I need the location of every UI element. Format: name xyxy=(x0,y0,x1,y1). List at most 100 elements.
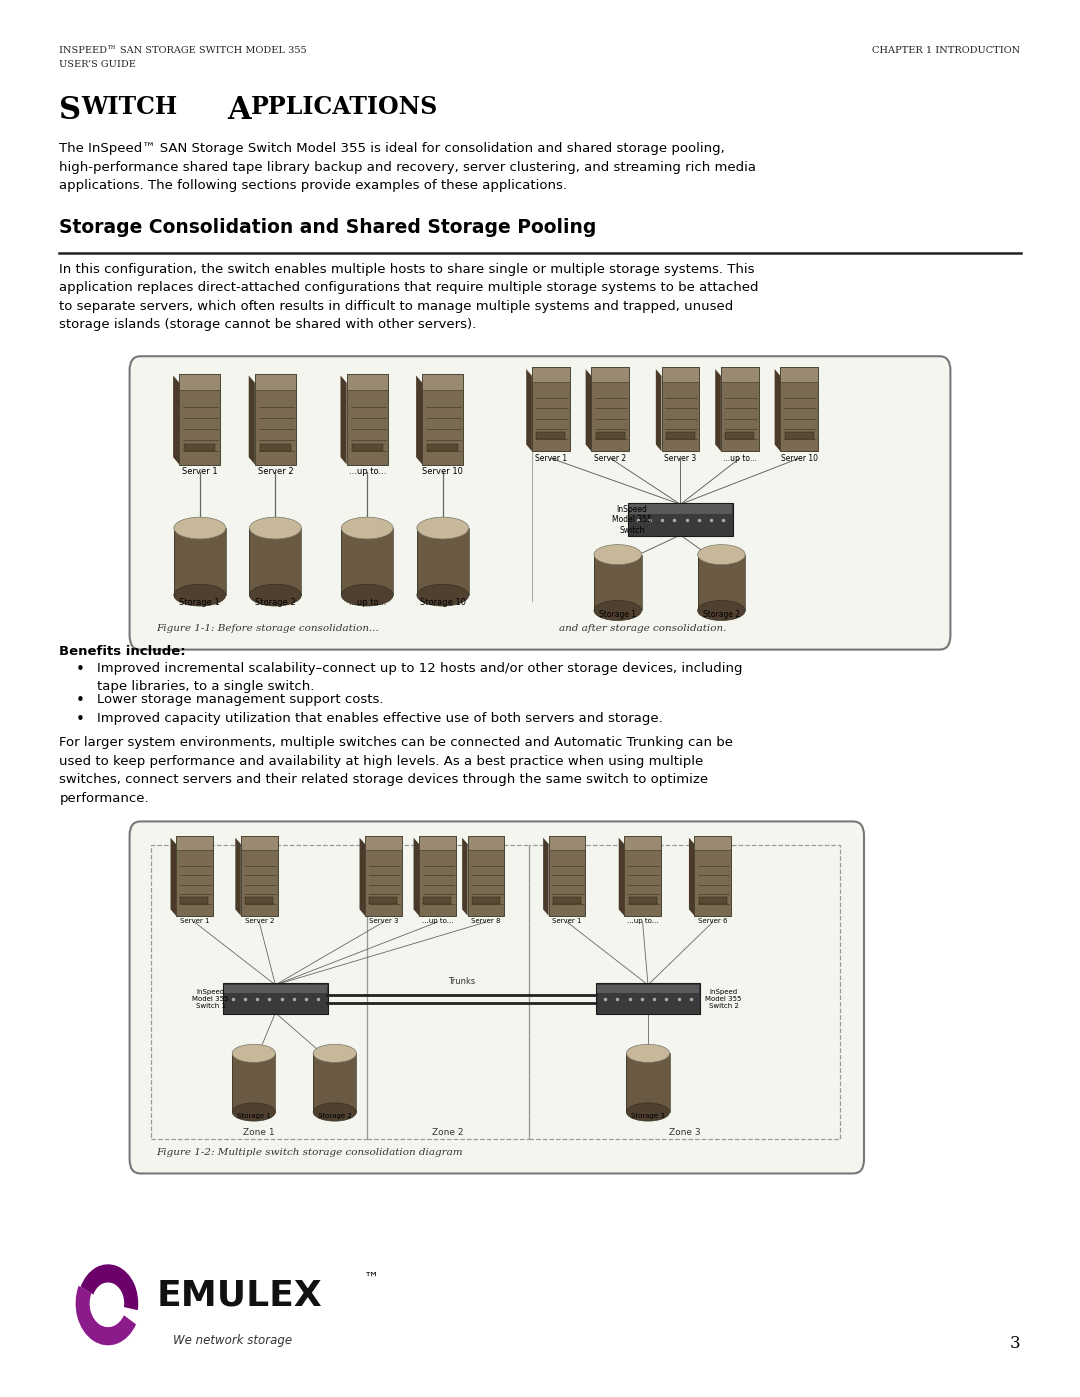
Polygon shape xyxy=(173,376,179,464)
Bar xyxy=(255,374,296,464)
Bar xyxy=(666,432,694,439)
Text: Server 2: Server 2 xyxy=(258,467,293,475)
Text: Improved capacity utilization that enables effective use of both servers and sto: Improved capacity utilization that enabl… xyxy=(97,712,663,725)
Text: Storage Consolidation and Shared Storage Pooling: Storage Consolidation and Shared Storage… xyxy=(59,218,597,237)
Bar xyxy=(694,835,731,851)
Text: •: • xyxy=(76,662,84,678)
Text: CHAPTER 1 INTRODUCTION: CHAPTER 1 INTRODUCTION xyxy=(873,46,1021,54)
Text: ™: ™ xyxy=(364,1271,379,1285)
Bar xyxy=(365,835,402,851)
Bar xyxy=(369,897,397,904)
Text: INSPEED™ SAN STORAGE SWITCH MODEL 355: INSPEED™ SAN STORAGE SWITCH MODEL 355 xyxy=(59,46,307,54)
Text: Server 3: Server 3 xyxy=(368,918,399,923)
Ellipse shape xyxy=(249,517,301,539)
Text: Server 8: Server 8 xyxy=(471,918,501,923)
Text: Storage 1: Storage 1 xyxy=(237,1113,271,1119)
Wedge shape xyxy=(81,1264,138,1310)
Bar xyxy=(179,374,220,390)
Bar xyxy=(553,897,581,904)
Bar xyxy=(179,374,220,464)
Bar xyxy=(352,444,382,451)
Bar xyxy=(472,897,500,904)
Bar xyxy=(596,432,624,439)
FancyBboxPatch shape xyxy=(629,503,732,536)
Bar xyxy=(549,835,585,851)
Bar xyxy=(419,835,456,916)
Polygon shape xyxy=(360,838,365,916)
Ellipse shape xyxy=(174,584,226,606)
Text: InSpeed
Model 355
Switch: InSpeed Model 355 Switch xyxy=(611,504,652,535)
Bar xyxy=(174,528,226,595)
Text: ...up to...: ...up to... xyxy=(349,467,386,475)
Bar xyxy=(629,504,732,514)
Text: InSpeed
Model 355
Switch 2: InSpeed Model 355 Switch 2 xyxy=(705,989,742,1009)
Ellipse shape xyxy=(313,1045,356,1062)
Bar xyxy=(594,555,642,610)
Bar xyxy=(241,835,278,916)
Bar xyxy=(468,835,504,916)
Polygon shape xyxy=(414,838,419,916)
Bar xyxy=(241,835,278,851)
Text: InSpeed
Model 355
Switch 1: InSpeed Model 355 Switch 1 xyxy=(192,989,229,1009)
Bar xyxy=(255,374,296,390)
Text: Server 1: Server 1 xyxy=(552,918,582,923)
Ellipse shape xyxy=(417,517,469,539)
Bar xyxy=(260,444,291,451)
Bar xyxy=(624,835,661,851)
Bar xyxy=(341,528,393,595)
Bar xyxy=(537,432,565,439)
Text: Server 1: Server 1 xyxy=(183,467,217,475)
Ellipse shape xyxy=(698,601,745,620)
Text: Storage 2: Storage 2 xyxy=(703,610,740,619)
Bar xyxy=(417,528,469,595)
Bar xyxy=(422,374,463,390)
Polygon shape xyxy=(171,838,176,916)
Text: PPLICATIONS: PPLICATIONS xyxy=(251,95,437,119)
Text: Figure 1-1: Before storage consolidation...: Figure 1-1: Before storage consolidation… xyxy=(157,624,379,633)
Text: Benefits include:: Benefits include: xyxy=(59,645,186,658)
Polygon shape xyxy=(416,376,422,464)
Bar xyxy=(626,1053,670,1112)
Bar xyxy=(176,835,213,851)
Text: EMULEX: EMULEX xyxy=(157,1278,322,1312)
Polygon shape xyxy=(656,369,661,451)
Text: We network storage: We network storage xyxy=(173,1334,292,1347)
Polygon shape xyxy=(689,838,694,916)
Polygon shape xyxy=(340,376,347,464)
Bar xyxy=(698,555,745,610)
Text: Server 10: Server 10 xyxy=(781,454,818,462)
Polygon shape xyxy=(235,838,241,916)
Text: Server 10: Server 10 xyxy=(422,467,463,475)
Bar xyxy=(468,835,504,851)
Text: Improved incremental scalability–connect up to 12 hosts and/or other storage dev: Improved incremental scalability–connect… xyxy=(97,662,743,693)
Text: •: • xyxy=(76,712,84,728)
Text: S: S xyxy=(59,95,81,126)
Text: Server 2: Server 2 xyxy=(594,454,626,462)
Ellipse shape xyxy=(232,1045,275,1062)
Text: ...up to...: ...up to... xyxy=(626,918,659,923)
Bar xyxy=(531,367,570,451)
Ellipse shape xyxy=(232,1104,275,1120)
Text: Trunks: Trunks xyxy=(448,978,475,986)
Bar xyxy=(597,985,700,993)
Text: Server 1: Server 1 xyxy=(535,454,567,462)
Bar xyxy=(624,835,661,916)
FancyBboxPatch shape xyxy=(224,983,328,1014)
Bar xyxy=(661,367,700,383)
Bar xyxy=(365,835,402,916)
Bar xyxy=(661,367,700,451)
Bar xyxy=(592,367,629,451)
FancyBboxPatch shape xyxy=(130,821,864,1173)
Text: Zone 2: Zone 2 xyxy=(432,1129,464,1137)
Bar xyxy=(721,367,759,451)
Bar xyxy=(313,1053,356,1112)
Bar xyxy=(423,897,451,904)
Polygon shape xyxy=(715,369,721,451)
Bar xyxy=(785,432,813,439)
Text: Storage 3: Storage 3 xyxy=(631,1113,665,1119)
Bar xyxy=(176,835,213,916)
Text: Server 1: Server 1 xyxy=(179,918,210,923)
Polygon shape xyxy=(462,838,468,916)
Polygon shape xyxy=(585,369,592,451)
Bar xyxy=(249,528,301,595)
